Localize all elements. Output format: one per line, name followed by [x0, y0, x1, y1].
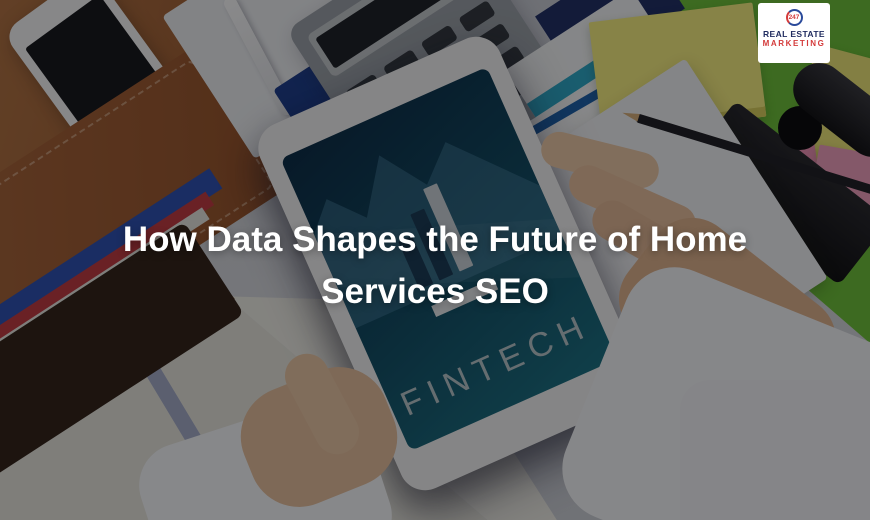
title-line-2: Services SEO [321, 272, 549, 311]
right-shirt-sleeve [680, 380, 870, 520]
brand-logo: 247 REAL ESTATE MARKETING [758, 3, 830, 63]
hero-title: How Data Shapes the Future of Home Servi… [0, 214, 870, 318]
logo-name-primary: REAL ESTATE [762, 29, 826, 39]
logo-emblem-text: 247 [788, 14, 800, 21]
logo-name-secondary: MARKETING [762, 39, 826, 48]
logo-emblem-icon: 247 [785, 9, 803, 26]
title-line-1: How Data Shapes the Future of Home [122, 220, 748, 259]
